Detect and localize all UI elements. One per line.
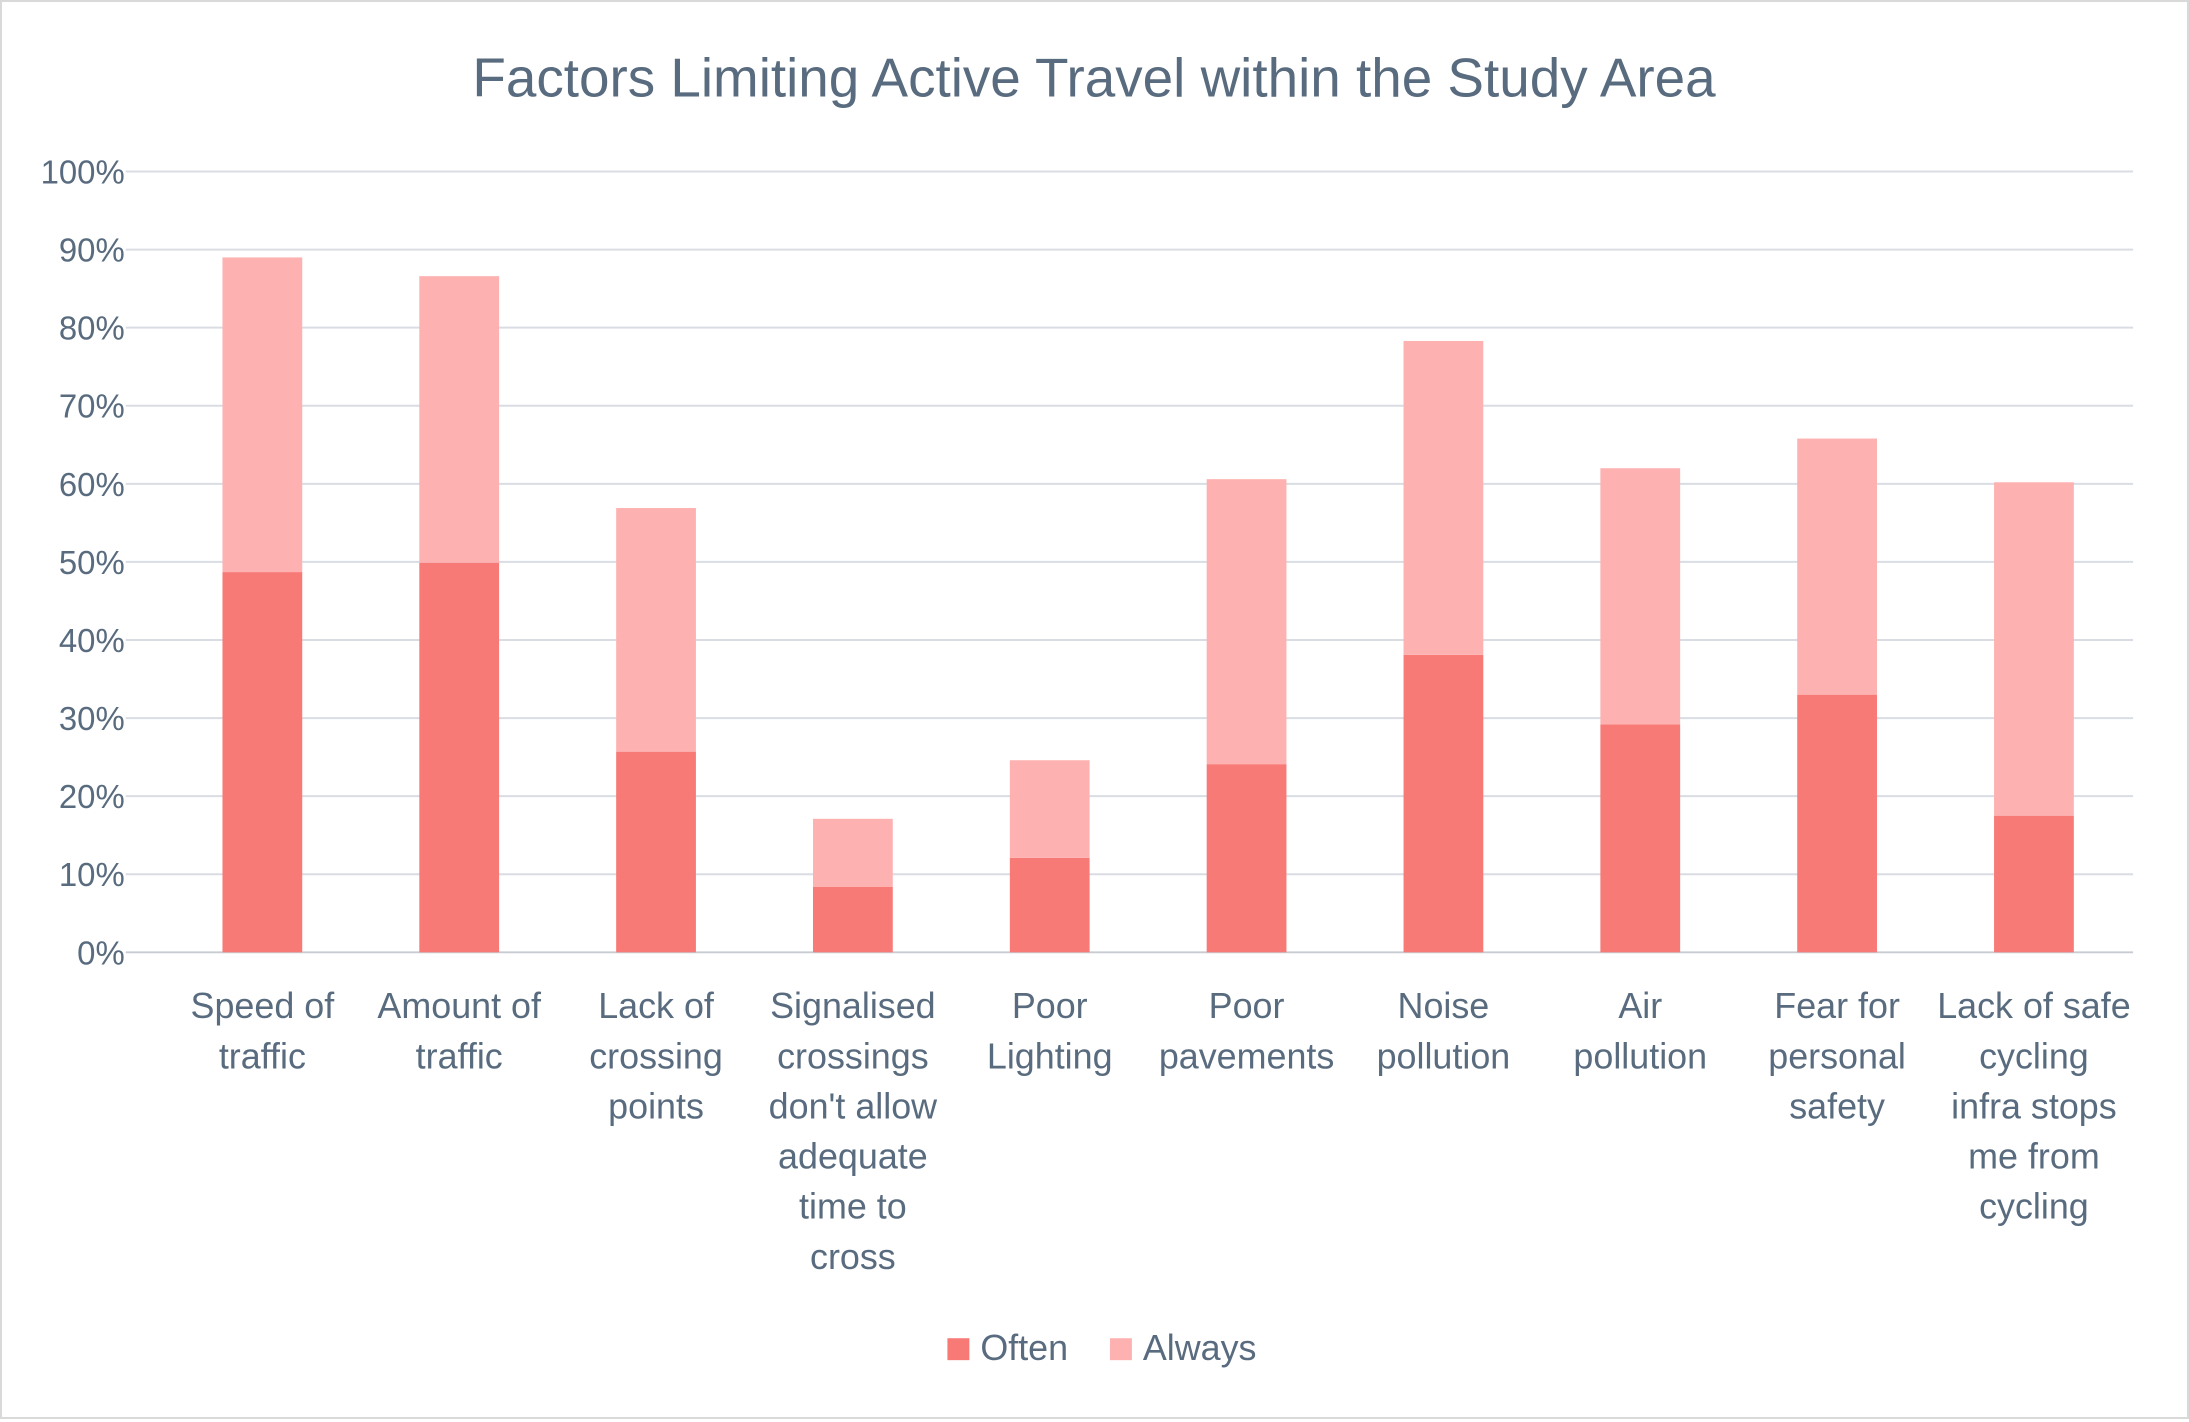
bar-often xyxy=(616,751,696,953)
y-tick-label: 30% xyxy=(59,700,125,737)
x-tick-label: Lack of safe xyxy=(1937,986,2130,1026)
x-tick-label: Lack of xyxy=(598,986,715,1026)
x-tick-label: safety xyxy=(1789,1086,1885,1126)
y-tick-label: 20% xyxy=(59,778,125,815)
bar-often xyxy=(1994,815,2074,953)
y-tick-label: 40% xyxy=(59,622,125,659)
bar-always xyxy=(419,276,500,563)
x-tick-label: points xyxy=(608,1086,704,1126)
bar-often xyxy=(222,572,303,953)
x-tick-label: time to xyxy=(799,1187,907,1227)
x-tick-label: traffic xyxy=(416,1036,503,1076)
x-axis-labels: Speed of traffic Amount of traffic Lack of cr… xyxy=(191,986,2131,1277)
y-tick-label: 70% xyxy=(59,388,125,425)
y-tick-label: 0% xyxy=(77,934,125,971)
x-tick-label: don't allow xyxy=(769,1086,937,1126)
bar-often xyxy=(1206,764,1287,953)
bar-often xyxy=(419,562,500,953)
x-tick-label: pavements xyxy=(1159,1036,1334,1076)
y-tick-label: 90% xyxy=(59,232,125,269)
bar-always xyxy=(1994,482,2074,816)
bar-always xyxy=(1206,479,1287,765)
x-tick-label: pollution xyxy=(1377,1036,1511,1076)
x-tick-label: Poor xyxy=(1209,986,1285,1026)
bar-often xyxy=(1403,654,1484,953)
x-tick-label: Amount of xyxy=(377,986,542,1026)
x-tick-label: infra stops xyxy=(1951,1086,2117,1126)
legend-swatch-often xyxy=(947,1338,970,1361)
x-tick-label: cross xyxy=(810,1237,896,1277)
bar-always xyxy=(812,818,893,887)
x-tick-label: Lighting xyxy=(987,1036,1113,1076)
bar-always xyxy=(1403,340,1484,655)
x-tick-label: personal xyxy=(1768,1036,1906,1076)
legend: Often Always xyxy=(947,1328,1257,1368)
x-tick-label: Signalised xyxy=(770,986,936,1026)
bar-often xyxy=(1797,694,1877,953)
x-tick-label: crossing xyxy=(589,1036,723,1076)
x-tick-label: Poor xyxy=(1012,986,1088,1026)
y-tick-label: 50% xyxy=(59,544,125,581)
bar-always xyxy=(1600,468,1681,725)
x-tick-label: Noise xyxy=(1398,986,1490,1026)
bar-always xyxy=(222,257,303,573)
bar-often xyxy=(1600,724,1681,953)
x-tick-label: crossings xyxy=(777,1036,929,1076)
legend-label-often: Often xyxy=(980,1328,1068,1368)
bars xyxy=(222,257,2074,953)
y-tick-label: 60% xyxy=(59,466,125,503)
y-tick-label: 80% xyxy=(59,310,125,347)
x-tick-label: adequate xyxy=(778,1137,928,1177)
x-tick-label: cycling xyxy=(1979,1036,2089,1076)
bar-always xyxy=(616,508,696,752)
legend-swatch-always xyxy=(1109,1338,1132,1361)
chart-title: Factors Limiting Active Travel within th… xyxy=(472,47,1716,109)
x-tick-label: traffic xyxy=(219,1036,306,1076)
x-tick-label: Speed of xyxy=(191,986,336,1026)
y-axis-ticks: 0% 10% 20% 30% 40% 50% 60% 70% 80% 90% 100% xyxy=(41,153,125,971)
legend-label-always: Always xyxy=(1143,1328,1257,1368)
x-tick-label: me from xyxy=(1968,1137,2100,1177)
y-tick-label: 10% xyxy=(59,856,125,893)
bar-often xyxy=(1009,857,1090,953)
x-tick-label: pollution xyxy=(1573,1036,1707,1076)
y-tick-label: 100% xyxy=(41,153,125,190)
bar-always xyxy=(1009,760,1090,858)
bar-always xyxy=(1797,438,1877,695)
x-tick-label: Fear for xyxy=(1774,986,1900,1026)
x-tick-label: cycling xyxy=(1979,1187,2089,1227)
x-tick-label: Air xyxy=(1618,986,1662,1026)
bar-often xyxy=(812,886,893,953)
